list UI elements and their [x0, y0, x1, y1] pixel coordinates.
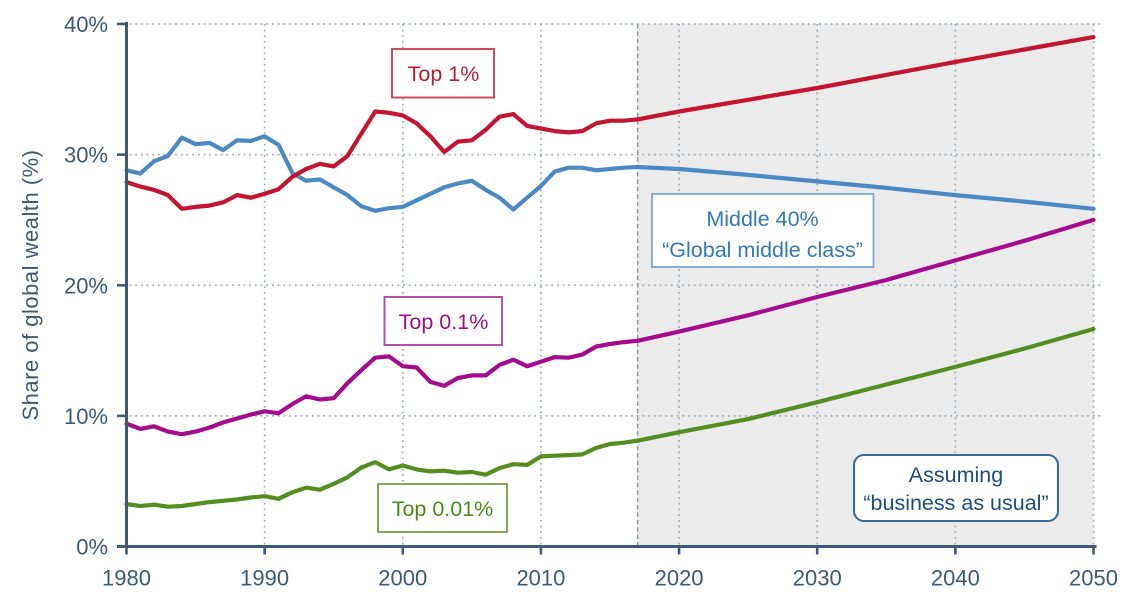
annotation-assuming-label-line2: “business as usual” — [863, 491, 1048, 515]
x-tick-label-2010: 2010 — [516, 566, 565, 591]
annotation-middle-40-percent-label-line1: Middle 40% — [706, 207, 818, 231]
x-tick-label-2020: 2020 — [655, 566, 704, 591]
annotation-top-1-percent-label: Top 1% — [408, 62, 480, 86]
x-tick-label-2050: 2050 — [1069, 566, 1118, 591]
annotation-top-0-1-percent-label: Top 0.1% — [399, 310, 489, 334]
annotation-top-0-01-percent: Top 0.01% — [377, 483, 508, 533]
y-axis-title: Share of global wealth (%) — [18, 149, 43, 420]
annotation-top-0-1-percent: Top 0.1% — [383, 296, 503, 346]
gridline-layer — [129, 23, 1102, 547]
annotation-top-0-1-percent-box — [383, 296, 503, 346]
annotation-assuming-business-as-usual: Assuming “business as usual” — [853, 454, 1059, 522]
y-tick-label-40: 40% — [64, 12, 108, 37]
y-tick-label-30: 30% — [64, 143, 108, 168]
series-layer — [124, 34, 1096, 509]
annotation-assuming-label-line1: Assuming — [909, 463, 1003, 487]
x-tick-label-1990: 1990 — [240, 566, 289, 591]
x-tick-label-1980: 1980 — [102, 566, 151, 591]
y-tick-label-0: 0% — [76, 535, 108, 560]
annotation-top-1-percent: Top 1% — [391, 48, 495, 99]
annotation-assuming-business-as-usual-box — [853, 454, 1059, 522]
annotation-middle-40-percent-label-line2: “Global middle class” — [662, 238, 863, 262]
x-tick-label-2040: 2040 — [931, 566, 980, 591]
annotation-top-0-01-percent-label: Top 0.01% — [392, 497, 494, 521]
series-line-top-0-01 — [124, 326, 1096, 509]
y-tick-label-10: 10% — [64, 404, 108, 429]
annotation-top-0-01-percent-box — [377, 483, 508, 533]
axes-layer — [117, 22, 1097, 555]
x-tick-label-2000: 2000 — [378, 566, 427, 591]
x-tick-label-2030: 2030 — [793, 566, 842, 591]
annotation-top-1-percent-box — [391, 48, 495, 99]
series-line-middle-40-global-middle-class — [124, 134, 1096, 213]
series-line-top-0-1 — [124, 217, 1096, 437]
y-tick-label-20: 20% — [64, 273, 108, 298]
annotation-middle-40-percent: Middle 40% “Global middle class” — [651, 193, 875, 268]
annotation-middle-40-percent-box — [651, 193, 875, 268]
series-line-top-1 — [124, 34, 1096, 211]
tick-label-layer: 1980 1990 2000 2010 2020 2030 2040 2050 0% 10% 20%… — [64, 12, 1118, 591]
